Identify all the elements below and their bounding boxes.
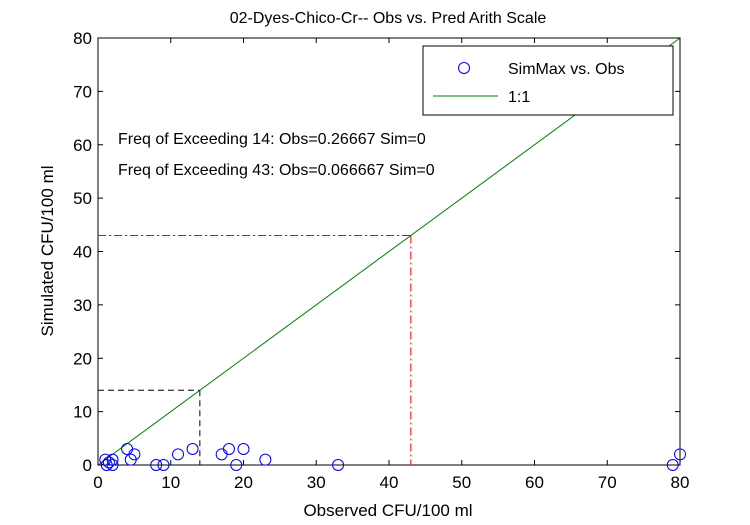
data-point <box>332 459 345 471</box>
data-point <box>674 448 686 461</box>
y-tick-label: 50 <box>73 189 92 208</box>
series-points <box>99 442 686 471</box>
x-tick-label: 0 <box>93 473 102 492</box>
y-axis-label: Simulated CFU/100 ml <box>38 165 57 336</box>
data-point <box>259 453 272 466</box>
x-axis-label: Observed CFU/100 ml <box>303 501 472 520</box>
y-tick-label: 30 <box>73 296 92 315</box>
x-axis: 0 10 20 30 40 50 60 70 80 <box>93 38 689 492</box>
legend: SimMax vs. Obs 1:1 <box>422 45 674 116</box>
x-tick-label: 80 <box>671 473 690 492</box>
legend-box <box>422 45 674 116</box>
data-point <box>157 459 170 471</box>
data-point <box>102 456 115 469</box>
chart-title: 02-Dyes-Chico-Cr-- Obs vs. Pred Arith Sc… <box>230 10 547 27</box>
x-tick-label: 70 <box>598 473 617 492</box>
data-point <box>186 442 199 455</box>
y-tick-label: 40 <box>73 243 92 262</box>
data-point <box>150 459 163 471</box>
annotation-exceed-43: Freq of Exceeding 43: Obs=0.066667 Sim=0 <box>118 162 435 179</box>
data-point <box>106 459 119 471</box>
y-tick-label: 60 <box>73 136 92 155</box>
x-tick-label: 20 <box>234 473 253 492</box>
data-point <box>237 442 250 455</box>
data-point <box>230 459 243 471</box>
legend-marker-circle <box>458 62 470 74</box>
x-tick-label: 40 <box>380 473 399 492</box>
y-tick-label: 70 <box>73 82 92 101</box>
data-point <box>172 448 185 461</box>
y-tick-label: 80 <box>73 29 92 48</box>
data-point <box>222 442 235 455</box>
x-tick-label: 50 <box>452 473 471 492</box>
legend-label-series-1: 1:1 <box>508 89 530 106</box>
data-point <box>106 453 119 466</box>
y-tick-label: 0 <box>83 456 92 475</box>
data-point <box>128 448 141 461</box>
x-tick-label: 30 <box>307 473 326 492</box>
annotation-exceed-14: Freq of Exceeding 14: Obs=0.26667 Sim=0 <box>118 131 426 148</box>
reference-lines <box>98 234 412 465</box>
x-tick-label: 10 <box>161 473 180 492</box>
x-tick-label: 60 <box>525 473 544 492</box>
legend-label-series-0: SimMax vs. Obs <box>508 61 624 78</box>
y-axis: 0 10 20 30 40 50 60 70 80 <box>73 29 680 475</box>
y-tick-label: 10 <box>73 403 92 422</box>
y-tick-label: 20 <box>73 349 92 368</box>
